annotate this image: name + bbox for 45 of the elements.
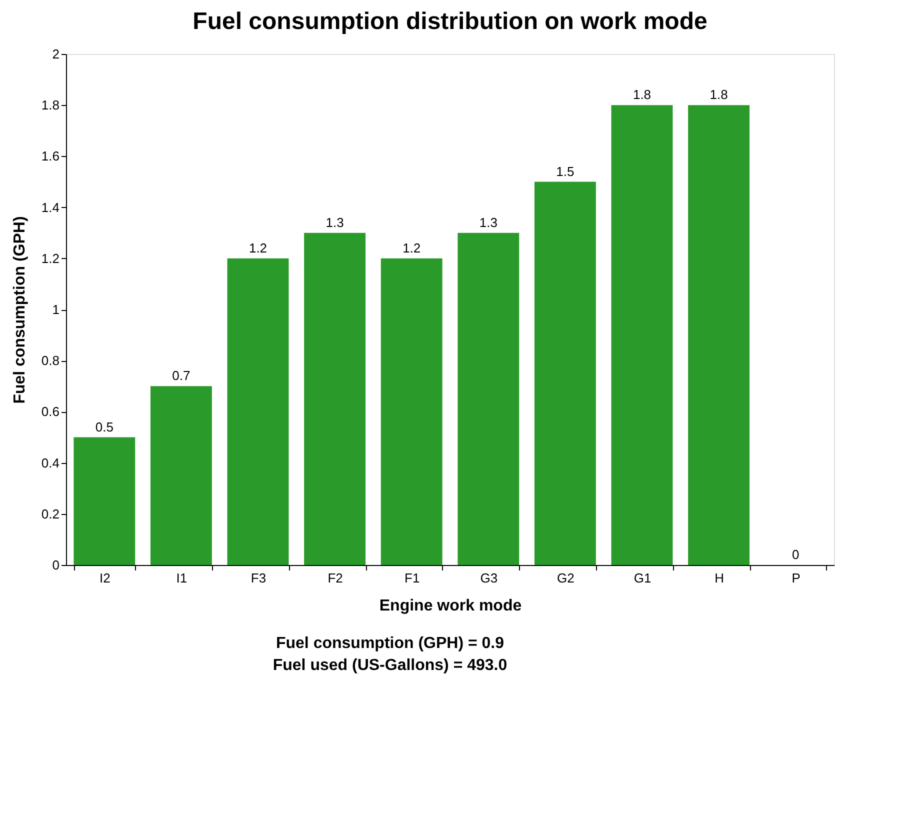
chart-title: Fuel consumption distribution on work mode: [192, 8, 708, 35]
y-tick-label: 0.6: [41, 404, 60, 420]
y-tick-label: 0.8: [41, 353, 60, 368]
data-label: 1.8: [710, 87, 728, 102]
x-tick-label: G2: [557, 570, 574, 586]
y-tick-label: 2: [52, 46, 60, 62]
bar: [227, 258, 289, 565]
y-tick-label: 1: [52, 302, 60, 317]
bar: [74, 437, 136, 565]
y-tick-label: 0.4: [41, 455, 60, 470]
x-tick-label: H: [714, 570, 724, 586]
y-tick-label: 1.4: [41, 200, 60, 215]
data-label: 0.7: [172, 368, 190, 384]
x-tick-label: G3: [480, 570, 498, 586]
x-tick-label: P: [792, 570, 800, 586]
data-label: 1.8: [632, 87, 652, 102]
x-tick-label: G1: [634, 570, 652, 586]
bar: [611, 105, 673, 565]
text: Fuel used (US-Gallons) = 493.0: [272, 657, 508, 674]
x-axis-title: Engine work mode: [379, 598, 522, 614]
data-label: 1.2: [402, 240, 421, 256]
y-tick-label: 0.2: [41, 506, 60, 522]
x-tick-label: F2: [328, 570, 343, 586]
y-tick-label: 1.6: [41, 148, 60, 164]
data-label: 0: [792, 547, 800, 562]
bar: [304, 232, 366, 565]
y-tick-label: 1.2: [41, 250, 60, 266]
bar: [534, 182, 596, 565]
bar: [150, 386, 212, 565]
bar: [688, 105, 750, 565]
x-tick-label: F1: [404, 570, 420, 586]
data-label: 1.3: [326, 214, 344, 230]
bar: [380, 258, 442, 565]
x-tick-label: I1: [176, 570, 188, 586]
data-label: 1.3: [479, 214, 498, 230]
text: Fuel consumption (GPH) = 0.9: [276, 635, 504, 652]
y-tick-label: 0: [52, 558, 60, 572]
y-axis-title: Fuel consumption (GPH): [11, 216, 28, 404]
data-label: 1.2: [248, 240, 268, 256]
y-tick-label: 1.8: [41, 98, 60, 113]
data-label: 1.5: [556, 164, 574, 179]
x-tick-label: F3: [250, 570, 266, 586]
x-tick-label: I2: [99, 570, 110, 586]
bar: [458, 232, 520, 565]
data-label: 0.5: [95, 419, 114, 434]
